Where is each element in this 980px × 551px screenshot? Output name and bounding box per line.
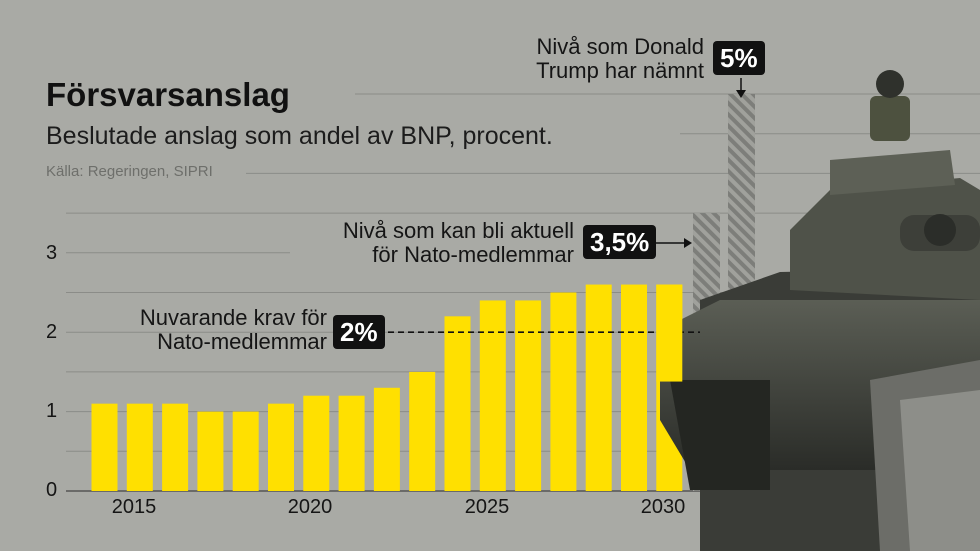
reference-line-current (388, 78, 746, 334)
annotation-current-requirement: Nuvarande krav för Nato-medlemmar (140, 306, 327, 354)
arrowhead-trump-level (736, 90, 746, 98)
bar (479, 300, 506, 491)
bar-series-front (656, 284, 683, 382)
bar (232, 411, 259, 491)
y-tick-label: 3 (46, 242, 58, 264)
bar (373, 387, 400, 491)
bar (550, 292, 577, 491)
tank-photo (660, 70, 980, 551)
badge-current: 2% (333, 315, 385, 349)
annotation-line: Nivå som Donald (536, 34, 704, 59)
annotation-line: Nato-medlemmar (157, 329, 327, 354)
bar (338, 395, 365, 491)
badge-trump: 5% (713, 41, 765, 75)
bar (268, 403, 294, 491)
bar (91, 403, 118, 491)
x-tick-label: 2015 (111, 496, 157, 518)
bar (621, 284, 647, 491)
bar (126, 403, 153, 491)
chart-title: Försvarsanslag (46, 76, 290, 113)
bar (515, 300, 542, 491)
bar-overlay (656, 284, 683, 382)
bar (162, 403, 189, 491)
bar (303, 395, 330, 491)
bar (444, 316, 471, 491)
arrowhead-nato-level (684, 238, 692, 248)
x-tick-label: 2025 (464, 496, 510, 518)
y-tick-label: 2 (46, 321, 58, 343)
annotation-line: Trump har nämnt (536, 58, 704, 83)
annotation-line: Nivå som kan bli aktuell (342, 218, 574, 243)
annotation-trump-level: Nivå som Donald Trump har nämnt (536, 35, 704, 83)
annotation-nato-level: Nivå som kan bli aktuell för Nato-medlem… (343, 219, 574, 267)
annotation-line: för Nato-medlemmar (372, 242, 574, 267)
source-note: Källa: Regeringen, SIPRI (46, 163, 213, 180)
x-tick-label: 2020 (287, 496, 333, 518)
y-tick-label: 0 (46, 479, 58, 501)
bar (409, 371, 436, 491)
bar (197, 411, 224, 491)
annotation-line: Nuvarande krav för (139, 305, 327, 330)
y-tick-label: 1 (46, 400, 58, 422)
badge-nato: 3,5% (583, 225, 657, 259)
bar-series (91, 284, 683, 491)
bar (585, 284, 612, 491)
chart-subtitle: Beslutade anslag som andel av BNP, proce… (46, 122, 553, 150)
x-tick-label: 2030 (640, 496, 686, 518)
